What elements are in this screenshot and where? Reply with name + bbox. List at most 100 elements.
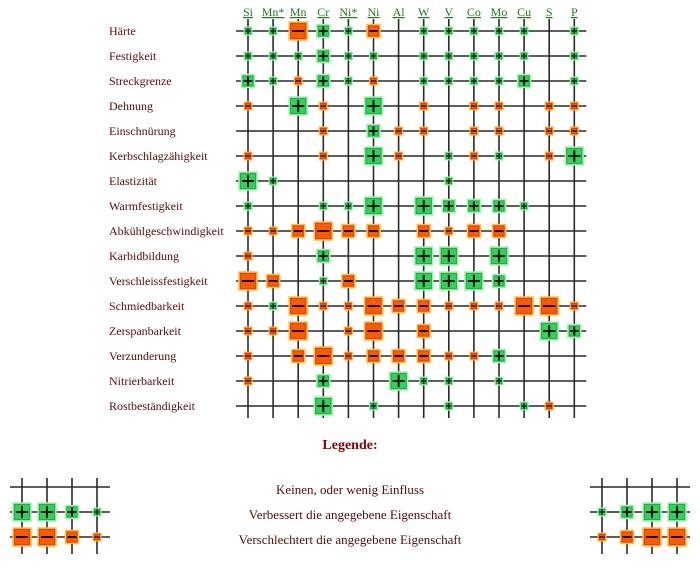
worsens-marker-1 <box>419 101 429 111</box>
row-label: Karbidbildung <box>109 249 179 263</box>
worsens-marker-1 <box>243 351 253 361</box>
improves-marker-1 <box>343 26 353 36</box>
improves-marker-2 <box>316 23 331 39</box>
worsens-marker-1 <box>419 126 429 136</box>
worsens-marker-1 <box>569 126 579 136</box>
worsens-marker-2 <box>366 23 381 39</box>
worsens-marker-1 <box>92 532 102 542</box>
improves-marker-2 <box>466 198 482 214</box>
column-header: Mo <box>491 5 508 19</box>
improves-marker-1 <box>268 26 278 36</box>
improves-marker-1 <box>419 26 429 36</box>
worsens-marker-1 <box>343 301 353 311</box>
improves-marker-1 <box>444 176 454 186</box>
column-header: Cr <box>317 5 329 19</box>
column-header: S <box>546 5 553 19</box>
improves-marker-3 <box>667 502 687 522</box>
worsens-marker-3 <box>363 321 384 341</box>
improves-marker-1 <box>444 76 454 86</box>
improves-marker-3 <box>439 246 459 266</box>
row-label: Dehnung <box>109 99 153 113</box>
column-header: Cu <box>517 5 531 19</box>
column-header: Si <box>243 5 254 19</box>
row-label: Einschnürung <box>109 124 176 138</box>
improves-marker-3 <box>642 502 662 522</box>
worsens-marker-2 <box>366 223 381 239</box>
improves-marker-3 <box>313 396 334 416</box>
column-header: Co <box>467 5 481 19</box>
improves-marker-1 <box>444 151 454 161</box>
improves-marker-2 <box>366 123 381 139</box>
improves-marker-1 <box>419 376 429 386</box>
improves-marker-1 <box>569 26 579 36</box>
improves-marker-1 <box>597 507 607 517</box>
worsens-marker-1 <box>243 251 253 261</box>
improves-marker-1 <box>469 51 479 61</box>
worsens-marker-1 <box>243 301 253 311</box>
worsens-marker-3 <box>238 271 258 291</box>
worsens-marker-3 <box>288 21 308 41</box>
worsens-marker-3 <box>313 221 334 241</box>
improves-marker-2 <box>316 248 331 264</box>
column-header: V <box>444 5 453 19</box>
worsens-marker-1 <box>243 151 253 161</box>
improves-marker-1 <box>569 76 579 86</box>
worsens-marker-3 <box>514 296 534 316</box>
worsens-marker-2 <box>265 273 281 289</box>
improves-marker-1 <box>268 51 278 61</box>
worsens-marker-3 <box>288 296 308 316</box>
column-headers: Si Mn* Mn Cr Ni* Ni Al W V Co Mo Cu S P <box>243 5 578 19</box>
worsens-marker-1 <box>243 101 253 111</box>
improves-marker-1 <box>268 76 278 86</box>
improves-marker-2 <box>491 348 507 364</box>
improves-marker-1 <box>343 76 353 86</box>
row-labels: Härte Festigkeit Streckgrenze Dehnung Einsch… <box>109 24 224 413</box>
worsens-marker-2 <box>290 348 306 364</box>
row-label: Verschleissfestigkeit <box>109 274 208 288</box>
legend-symbols-right <box>590 478 690 554</box>
improves-marker-3 <box>363 196 384 216</box>
improves-marker-3 <box>388 371 409 391</box>
worsens-marker-2 <box>64 529 80 545</box>
column-header: Mn <box>290 5 307 19</box>
improves-marker-1 <box>419 51 429 61</box>
improves-marker-1 <box>343 51 353 61</box>
worsens-marker-1 <box>394 126 404 136</box>
improves-marker-1 <box>293 51 303 61</box>
row-label: Abkühlgeschwindigkeit <box>109 224 224 238</box>
improves-marker-1 <box>369 51 378 61</box>
improves-marker-2 <box>316 373 331 389</box>
improves-marker-3 <box>363 96 384 116</box>
improves-marker-3 <box>539 321 559 341</box>
worsens-marker-1 <box>469 151 479 161</box>
improves-marker-3 <box>464 271 484 291</box>
legend-title: Legende: <box>322 438 378 453</box>
worsens-marker-2 <box>416 348 431 364</box>
improves-marker-3 <box>363 146 384 166</box>
worsens-marker-2 <box>491 223 507 239</box>
improves-marker-2 <box>64 504 80 520</box>
improves-marker-1 <box>243 201 253 211</box>
worsens-marker-1 <box>293 76 303 86</box>
improves-marker-1 <box>369 401 378 411</box>
worsens-marker-2 <box>290 223 306 239</box>
improves-marker-1 <box>444 26 454 36</box>
improves-marker-3 <box>12 502 32 522</box>
worsens-marker-1 <box>318 151 328 161</box>
worsens-marker-1 <box>444 226 454 236</box>
improves-marker-3 <box>37 502 57 522</box>
improves-marker-3 <box>413 246 434 266</box>
worsens-marker-2 <box>341 223 356 239</box>
worsens-marker-3 <box>12 527 32 547</box>
worsens-marker-1 <box>469 126 479 136</box>
worsens-marker-2 <box>366 348 381 364</box>
improves-marker-2 <box>491 198 507 214</box>
improves-marker-3 <box>288 96 308 116</box>
worsens-marker-1 <box>469 301 479 311</box>
worsens-marker-1 <box>494 301 504 311</box>
worsens-marker-1 <box>318 301 328 311</box>
worsens-marker-3 <box>37 527 57 547</box>
worsens-marker-1 <box>243 326 253 336</box>
improves-marker-2 <box>619 504 635 520</box>
